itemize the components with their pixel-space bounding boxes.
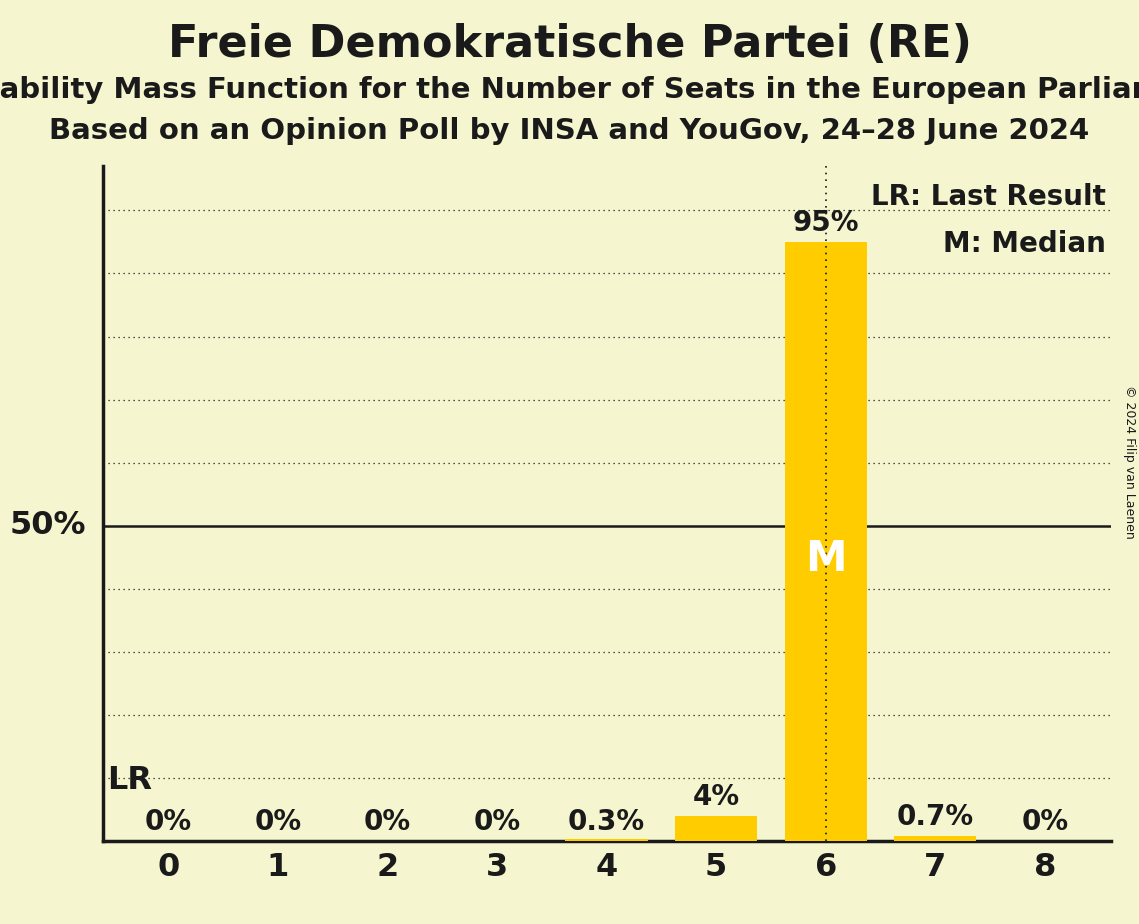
Bar [675,816,757,841]
Text: 0%: 0% [145,808,191,836]
Text: 50%: 50% [9,510,87,541]
Bar [785,242,867,841]
Bar [565,839,648,841]
Text: LR: Last Result: LR: Last Result [870,183,1106,212]
Text: 0%: 0% [363,808,411,836]
Text: 0.3%: 0.3% [568,808,645,836]
Text: Probability Mass Function for the Number of Seats in the European Parliament: Probability Mass Function for the Number… [0,76,1139,103]
Text: M: Median: M: Median [943,230,1106,259]
Text: 4%: 4% [693,783,739,810]
Text: M: M [805,539,846,580]
Text: © 2024 Filip van Laenen: © 2024 Filip van Laenen [1123,385,1137,539]
Text: 0%: 0% [474,808,521,836]
Text: LR: LR [107,765,153,796]
Text: 95%: 95% [793,209,859,237]
Text: Based on an Opinion Poll by INSA and YouGov, 24–28 June 2024: Based on an Opinion Poll by INSA and You… [49,117,1090,145]
Text: 0%: 0% [254,808,302,836]
Text: Freie Demokratische Partei (RE): Freie Demokratische Partei (RE) [167,23,972,67]
Text: 0.7%: 0.7% [896,803,974,832]
Bar [894,836,976,841]
Text: 0%: 0% [1022,808,1068,836]
